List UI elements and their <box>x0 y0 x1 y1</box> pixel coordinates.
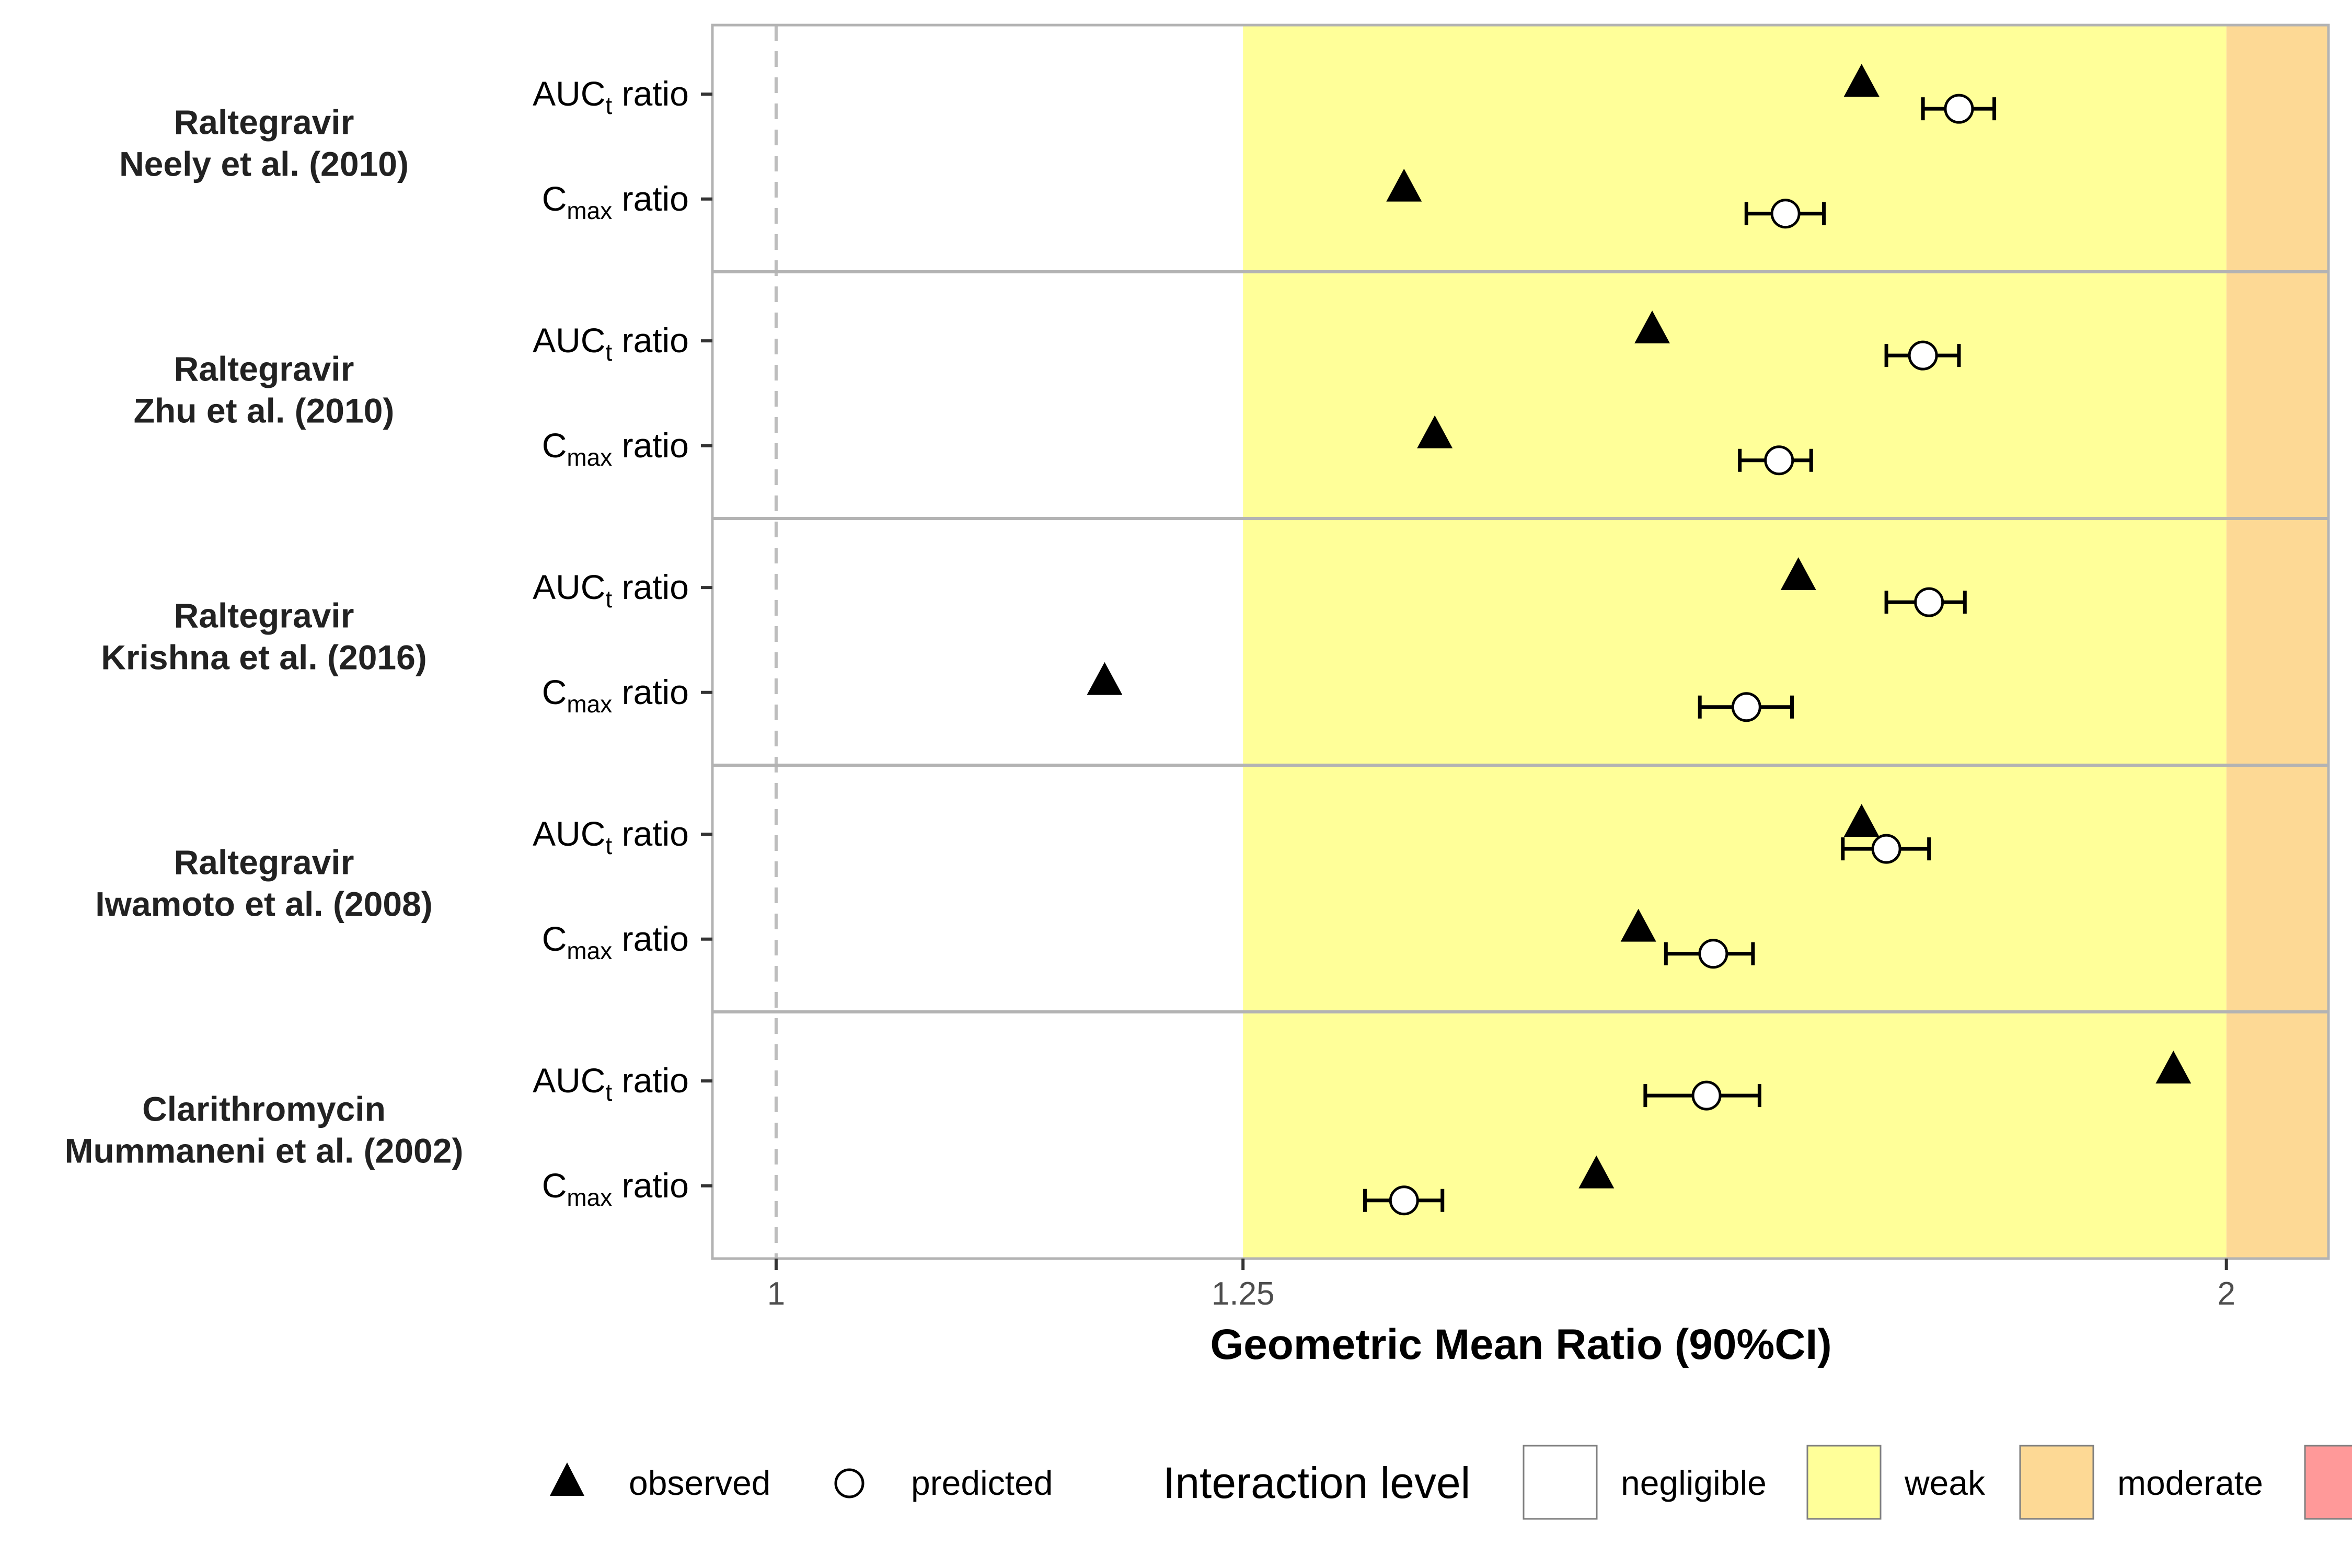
study-drug-label: Raltegravir <box>174 102 354 141</box>
study-ref-label: Krishna et al. (2016) <box>101 638 427 676</box>
observed-marker <box>1843 64 1880 97</box>
x-tick-label: 1 <box>767 1276 785 1312</box>
band-negligible <box>712 25 1243 1259</box>
study-drug-label: Raltegravir <box>174 843 354 881</box>
legend-swatch-moderate <box>2019 1445 2094 1520</box>
row-label: Cmax ratio <box>542 673 689 718</box>
observed-marker <box>1634 310 1670 344</box>
legend-title: Interaction level <box>1163 1458 1470 1507</box>
legend-swatch-negligible <box>1523 1445 1598 1520</box>
study-drug-label: Raltegravir <box>174 596 354 635</box>
observed-marker <box>1417 415 1453 448</box>
row-label: Cmax ratio <box>542 1166 689 1211</box>
legend-weak-label: weak <box>1904 1463 1986 1502</box>
predicted-marker <box>1908 340 1938 371</box>
predicted-interval <box>1738 445 1813 476</box>
study-drug-label: Raltegravir <box>174 349 354 388</box>
predicted-marker <box>1698 939 1728 969</box>
predicted-marker <box>1871 834 1901 864</box>
predicted-marker <box>1731 692 1761 722</box>
legend-swatch-weak <box>1806 1445 1882 1520</box>
predicted-marker <box>1691 1080 1722 1111</box>
predicted-marker <box>1914 587 1944 617</box>
observed-marker <box>1386 168 1422 202</box>
predicted-interval <box>1744 199 1826 229</box>
observed-marker <box>1843 804 1880 837</box>
predicted-marker <box>1770 199 1801 229</box>
predicted-interval <box>1921 94 1997 124</box>
row-label: AUCt ratio <box>533 814 689 859</box>
study-ref-label: Neely et al. (2010) <box>119 144 409 183</box>
study-drug-label: Clarithromycin <box>142 1089 386 1128</box>
x-axis-title: Geometric Mean Ratio (90%CI) <box>1210 1321 1831 1368</box>
study-ref-label: Mummaneni et al. (2002) <box>65 1131 464 1170</box>
predicted-interval <box>1841 834 1931 864</box>
legend-observed-label: observed <box>629 1463 771 1502</box>
row-label: AUCt ratio <box>533 568 689 613</box>
row-label: AUCt ratio <box>533 321 689 366</box>
legend-moderate-label: moderate <box>2117 1463 2263 1502</box>
x-tick-label: 2 <box>2217 1276 2235 1312</box>
legend-swatch-strong <box>2304 1445 2352 1520</box>
row-label: Cmax ratio <box>542 426 689 471</box>
row-label: Cmax ratio <box>542 919 689 964</box>
observed-marker <box>2155 1051 2192 1084</box>
band-moderate <box>2226 25 2328 1259</box>
row-label: AUCt ratio <box>533 74 689 119</box>
x-tick-label: 1.25 <box>1212 1276 1275 1312</box>
legend-predicted-label: predicted <box>911 1463 1053 1502</box>
observed-marker <box>1087 662 1123 695</box>
predicted-interval <box>1363 1185 1445 1216</box>
row-label: Cmax ratio <box>542 179 689 224</box>
legend-observed-symbol <box>550 1462 584 1496</box>
predicted-interval <box>1884 340 1961 371</box>
study-ref-label: Zhu et al. (2010) <box>134 391 395 430</box>
study-panels <box>711 24 2330 1260</box>
predicted-interval <box>1698 692 1794 722</box>
observed-marker <box>1620 908 1656 942</box>
predicted-marker <box>1764 445 1794 476</box>
predicted-interval <box>1643 1080 1761 1111</box>
predicted-interval <box>1884 587 1967 617</box>
predicted-interval <box>1664 939 1755 969</box>
interaction-bands <box>712 25 2328 1259</box>
study-ref-label: Iwamoto et al. (2008) <box>95 884 433 923</box>
observed-marker <box>1780 557 1816 591</box>
legend-negligible-label: negligible <box>1621 1463 1767 1502</box>
legend: observed predicted Interaction level neglig… <box>550 1445 2352 1520</box>
observed-marker <box>1578 1155 1615 1189</box>
x-axis: 1 1.25 2 <box>767 1259 2235 1312</box>
panel-border <box>711 24 2330 1260</box>
legend-predicted-symbol <box>834 1468 864 1498</box>
row-label: AUCt ratio <box>533 1061 689 1106</box>
predicted-marker <box>1944 94 1974 124</box>
predicted-marker <box>1389 1185 1419 1216</box>
band-weak <box>1243 25 2227 1259</box>
